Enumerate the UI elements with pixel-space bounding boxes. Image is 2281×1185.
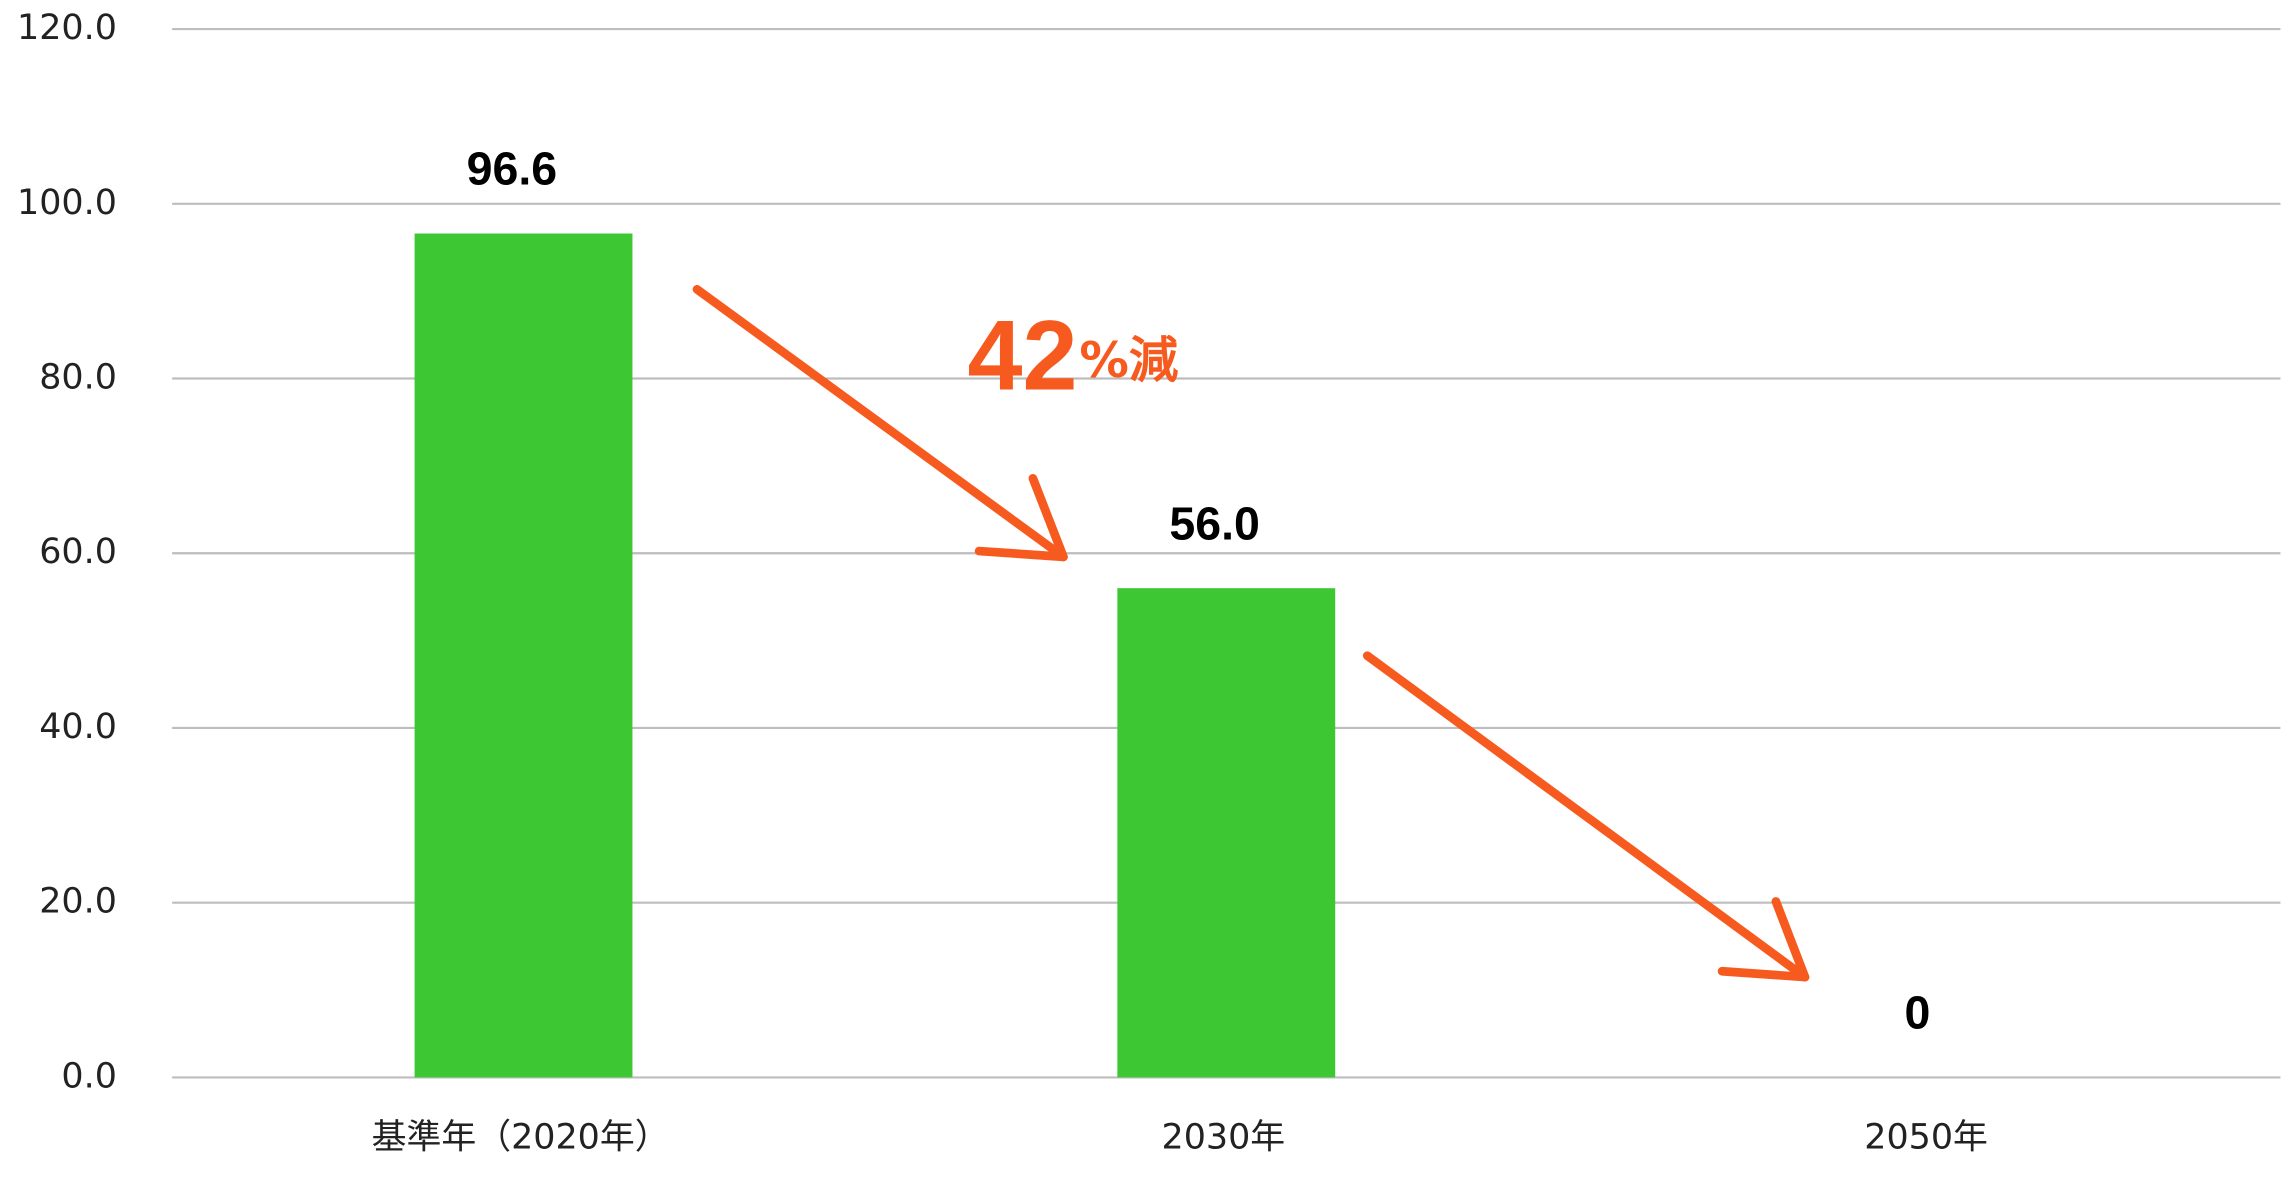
bar [414, 233, 633, 1078]
y-tick-label: 100.0 [17, 183, 117, 223]
value-label: 56.0 [1169, 497, 1260, 549]
y-tick-label: 40.0 [39, 707, 117, 747]
annotation-number: 42 [967, 300, 1077, 411]
arrows [692, 284, 1810, 982]
arrow [1362, 651, 1810, 982]
x-tick-label: 2030年 [1162, 1117, 1286, 1157]
y-tick-label: 120.0 [17, 8, 117, 48]
arrow-head [974, 474, 1068, 562]
y-tick-label: 0.0 [61, 1056, 116, 1096]
x-tick-label: 基準年（2020年） [372, 1117, 670, 1157]
value-label: 0 [1904, 987, 1930, 1039]
arrow-head [1717, 897, 1810, 982]
y-tick-label: 60.0 [39, 532, 117, 572]
value-label: 96.6 [467, 143, 558, 195]
arrow [692, 284, 1068, 562]
annotation-unit: %減 [1079, 331, 1179, 389]
bar [1117, 588, 1336, 1078]
x-tick-label: 2050年 [1864, 1117, 1988, 1157]
y-tick-label: 80.0 [39, 358, 117, 398]
y-tick-label: 20.0 [39, 882, 117, 922]
